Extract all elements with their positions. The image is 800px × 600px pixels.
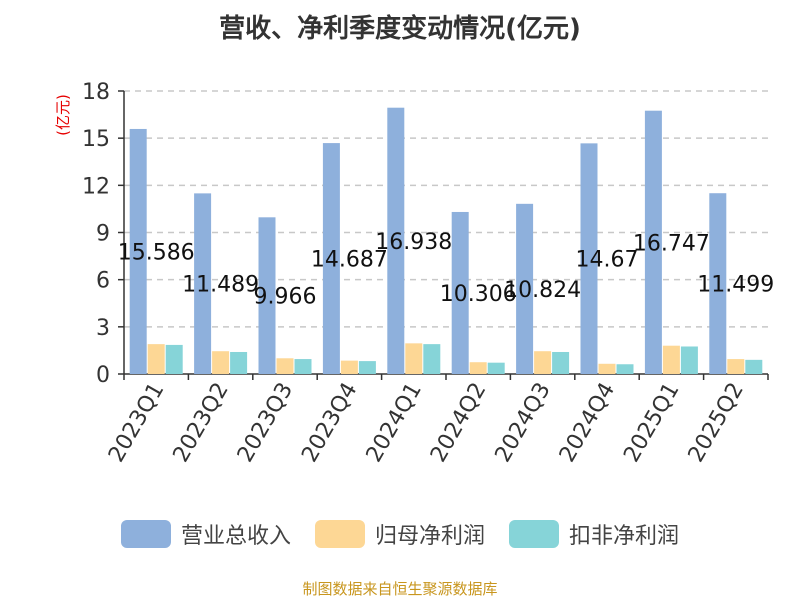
legend-label-revenue: 营业总收入 (180, 524, 291, 549)
x-tick-label: 2023Q4 (297, 379, 362, 467)
bar-2024Q3-s1 (534, 351, 552, 374)
legend-swatch-deducted-net-profit (509, 520, 559, 548)
bar-2024Q2-s1 (469, 362, 487, 374)
data-label-revenue: 16.938 (375, 230, 452, 255)
bar-2024Q2-s0 (451, 211, 469, 374)
legend-item-net-profit[interactable]: 归母净利润 (314, 518, 485, 550)
y-tick-label: 6 (96, 269, 110, 294)
bar-2023Q3-s0 (258, 217, 276, 374)
y-tick-label: 18 (82, 80, 110, 105)
x-tick-label: 2024Q2 (426, 379, 491, 467)
legend-swatch-revenue (120, 520, 171, 548)
bar-2023Q1-s1 (147, 344, 165, 374)
y-axis-title: (亿元) (54, 94, 72, 136)
data-label-revenue: 15.586 (118, 240, 195, 265)
bar-2025Q1-s0 (644, 110, 662, 374)
source-note: 制图数据来自恒生聚源数据库 (302, 580, 498, 598)
grid-lines (124, 90, 768, 328)
x-tick-label: 2024Q3 (490, 379, 555, 467)
legend-item-deducted-net-profit[interactable]: 扣非净利润 (509, 518, 679, 550)
bar-2023Q2-s1 (212, 351, 230, 374)
y-tick-label: 15 (82, 127, 110, 152)
x-tick-label: 2023Q1 (104, 379, 169, 467)
bar-2024Q1-s2 (423, 344, 441, 374)
data-label-revenue: 14.67 (576, 248, 639, 273)
y-tick-label: 0 (96, 363, 110, 388)
bar-2023Q1-s2 (165, 344, 183, 374)
bar-2025Q2-s0 (709, 193, 727, 374)
x-tick-label: 2024Q1 (362, 379, 427, 467)
bars (129, 107, 763, 375)
legend-label-deducted-net-profit: 扣非净利润 (569, 524, 680, 549)
data-label-revenue: 14.687 (311, 248, 388, 273)
bar-2023Q3-s2 (294, 359, 312, 374)
data-label-revenue: 11.499 (697, 273, 774, 298)
y-tick-label: 9 (96, 222, 110, 247)
bar-2023Q4-s2 (358, 361, 376, 374)
bar-2023Q2-s0 (194, 193, 212, 374)
data-label-revenue: 9.966 (254, 285, 317, 310)
legend: 营业总收入 归母净利润 扣非净利润 (0, 518, 800, 550)
bar-2025Q2-s2 (745, 359, 763, 374)
bar-2024Q1-s1 (405, 343, 423, 374)
bar-2024Q4-s2 (616, 364, 634, 374)
bar-2023Q2-s2 (230, 351, 248, 374)
bar-2024Q3-s2 (552, 351, 570, 374)
x-tick-label: 2025Q1 (619, 379, 684, 467)
x-tick-label: 2024Q4 (555, 379, 620, 467)
y-tick-label: 12 (82, 174, 110, 199)
bar-2024Q1-s0 (387, 107, 405, 375)
bar-2024Q3-s0 (516, 203, 534, 374)
bar-2024Q4-s0 (580, 143, 598, 374)
bar-2023Q4-s0 (322, 143, 340, 374)
bar-2025Q2-s1 (727, 359, 745, 374)
bar-2025Q1-s2 (680, 346, 698, 374)
x-tick-label: 2023Q3 (233, 379, 298, 467)
chart-title: 营收、净利季度变动情况(亿元) (219, 14, 581, 44)
y-tick-label: 3 (96, 316, 110, 341)
legend-swatch-net-profit (314, 520, 365, 548)
legend-item-revenue[interactable]: 营业总收入 (120, 518, 291, 550)
data-label-revenue: 10.306 (440, 282, 517, 307)
x-tick-label: 2023Q2 (168, 379, 233, 467)
data-label-revenue: 16.747 (633, 231, 710, 256)
x-tick-label: 2025Q2 (684, 379, 749, 467)
legend-label-net-profit: 归母净利润 (374, 524, 485, 549)
bar-2023Q1-s0 (129, 128, 147, 374)
data-label-revenue: 10.824 (504, 278, 581, 303)
bar-2024Q2-s2 (487, 362, 505, 374)
bar-2024Q4-s1 (598, 363, 616, 374)
bar-2023Q4-s1 (340, 360, 358, 374)
bar-2025Q1-s1 (662, 345, 680, 374)
bar-2023Q3-s1 (276, 358, 294, 374)
data-label-revenue: 11.489 (182, 273, 259, 298)
